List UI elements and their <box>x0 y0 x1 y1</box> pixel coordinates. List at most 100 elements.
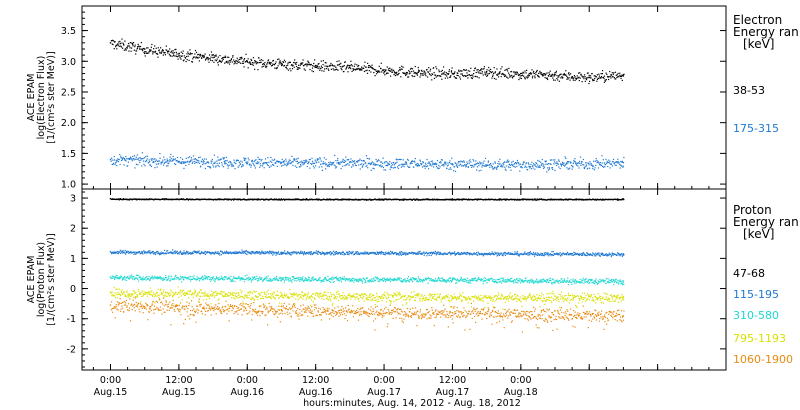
data-point <box>320 67 322 69</box>
data-point <box>253 277 255 279</box>
data-point <box>248 62 250 64</box>
data-point <box>434 163 436 166</box>
data-point <box>142 160 145 162</box>
data-point <box>286 253 288 255</box>
data-point <box>438 69 440 71</box>
legend-entry-175-315: 175-315 <box>733 122 779 135</box>
data-point <box>291 161 293 163</box>
data-point <box>210 59 212 62</box>
data-point <box>238 277 241 280</box>
data-point <box>286 163 289 166</box>
data-point <box>546 163 549 165</box>
data-point <box>461 70 463 72</box>
data-point <box>596 254 598 256</box>
data-point <box>168 276 170 278</box>
data-point <box>239 279 241 281</box>
data-point <box>387 69 389 71</box>
data-point <box>416 72 418 74</box>
data-point <box>565 162 568 164</box>
data-point <box>383 69 385 71</box>
data-point <box>528 252 530 254</box>
data-point <box>162 277 164 279</box>
data-point <box>417 164 420 166</box>
data-point <box>154 50 157 52</box>
data-point <box>585 198 587 201</box>
data-point <box>174 158 177 160</box>
data-point <box>622 253 625 255</box>
data-point <box>619 74 621 76</box>
data-point <box>492 252 495 254</box>
data-point <box>488 66 490 69</box>
data-point <box>550 75 552 77</box>
data-point <box>185 250 188 252</box>
data-point <box>413 72 415 74</box>
data-point <box>600 75 603 78</box>
data-point <box>193 250 195 252</box>
data-point <box>135 253 137 255</box>
data-point <box>126 251 128 254</box>
data-point <box>303 68 305 70</box>
data-point <box>271 64 273 66</box>
data-point <box>280 277 283 280</box>
data-point <box>589 75 592 77</box>
data-point <box>239 198 241 200</box>
data-point <box>474 164 476 166</box>
data-point <box>368 198 370 201</box>
data-point <box>355 164 357 167</box>
data-point <box>366 69 368 71</box>
data-point <box>606 73 608 76</box>
data-point <box>432 252 434 254</box>
data-point <box>608 254 610 256</box>
data-point <box>399 69 401 71</box>
data-point <box>381 252 383 254</box>
data-point <box>147 251 149 253</box>
data-point <box>121 159 124 161</box>
data-point <box>460 73 462 75</box>
data-point <box>393 162 395 164</box>
data-point <box>385 164 387 167</box>
data-point <box>443 253 445 255</box>
data-point <box>439 253 441 255</box>
data-point <box>429 251 431 254</box>
data-point <box>304 64 306 66</box>
data-point <box>355 251 357 253</box>
data-point <box>393 167 395 169</box>
data-point <box>506 76 508 78</box>
data-point <box>385 69 387 71</box>
data-point <box>253 160 255 163</box>
data-point <box>392 252 394 254</box>
data-point <box>449 167 451 169</box>
data-point <box>330 62 332 65</box>
data-point <box>320 160 322 162</box>
data-point <box>589 199 592 201</box>
data-point <box>480 169 482 171</box>
data-point <box>362 160 364 162</box>
data-point <box>475 163 477 165</box>
data-point <box>451 199 453 201</box>
data-point <box>296 68 298 70</box>
data-point <box>609 199 611 201</box>
data-point <box>155 163 157 165</box>
data-point <box>549 163 551 165</box>
data-point <box>591 78 594 81</box>
data-point <box>502 255 504 257</box>
data-point <box>445 72 447 74</box>
data-point <box>217 251 219 253</box>
data-point <box>266 250 268 253</box>
data-point <box>334 251 336 253</box>
data-point <box>599 164 601 166</box>
data-point <box>262 280 264 282</box>
y-axis-title-line: [1/(cm²s ster MeV)] <box>46 233 57 325</box>
data-point <box>203 251 205 254</box>
data-point <box>595 158 597 160</box>
data-point <box>477 71 479 73</box>
data-point <box>499 158 501 160</box>
data-point <box>274 67 276 69</box>
data-point <box>514 199 516 201</box>
data-point <box>187 253 189 255</box>
data-point <box>331 251 333 254</box>
data-point <box>597 167 600 169</box>
data-point <box>611 198 613 201</box>
data-point <box>393 164 396 166</box>
